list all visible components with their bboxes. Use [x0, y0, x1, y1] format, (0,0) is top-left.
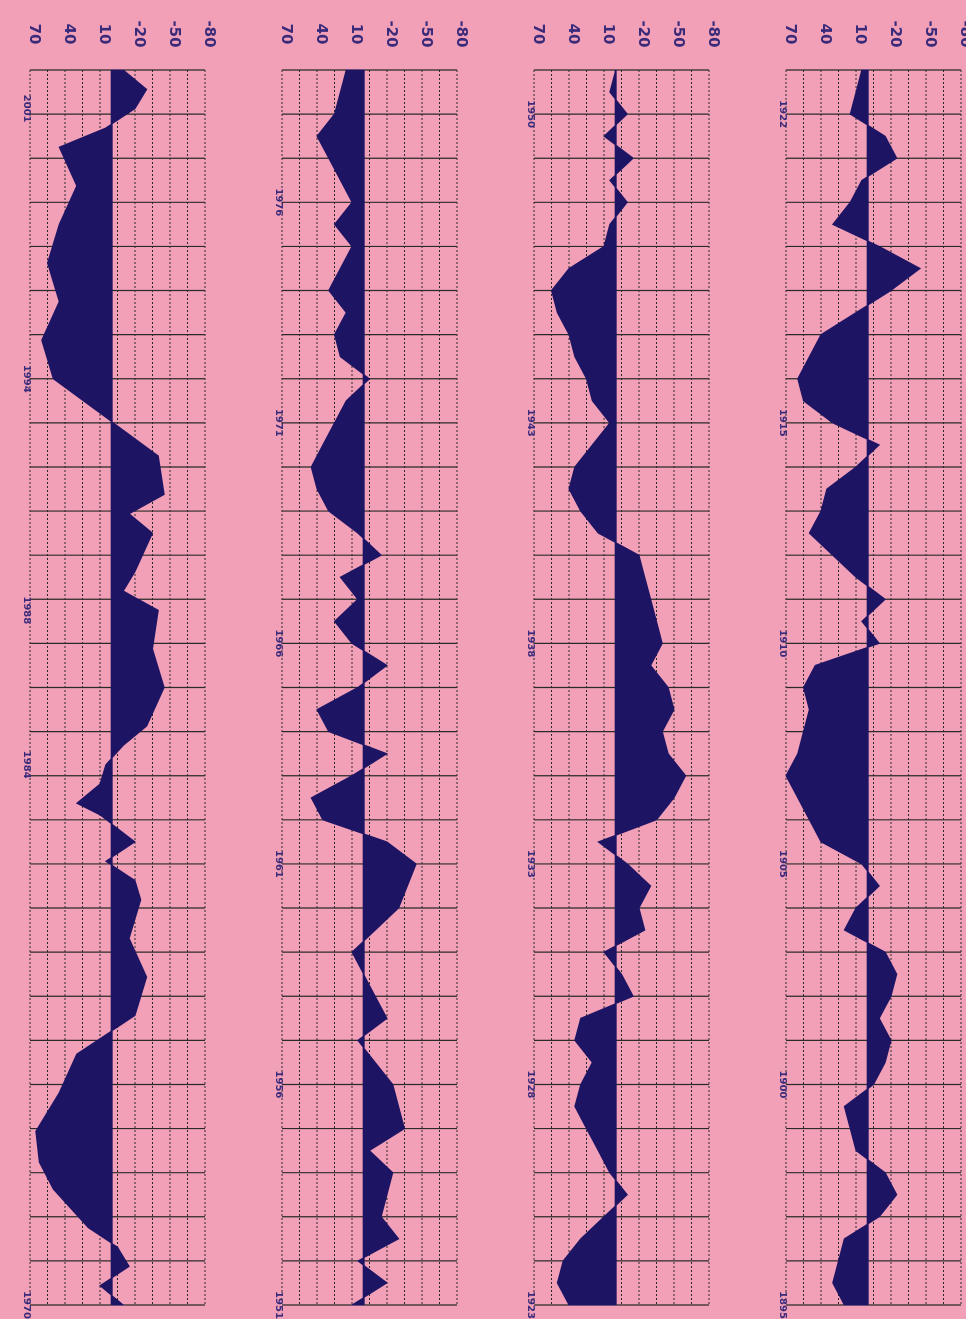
- series-area: [35, 69, 165, 1306]
- year-label: 1970: [21, 1291, 32, 1319]
- year-label: 1928: [525, 1071, 536, 1099]
- year-label: 1938: [525, 629, 536, 657]
- axis-tick-label: 10: [600, 24, 618, 45]
- year-label: 1961: [273, 850, 284, 878]
- axis-tick-label: 40: [565, 24, 583, 45]
- axis-tick-label: 10: [96, 24, 114, 45]
- axis-tick-label: -80: [705, 20, 723, 47]
- series-area: [550, 69, 687, 1306]
- chart-panels: 70 40 10 -20 -50 -80 1970 1984 1988 1994 2001 70 40 1…: [21, 20, 966, 1319]
- year-label: 1956: [273, 1071, 284, 1099]
- axis-tick-label: 40: [61, 24, 79, 45]
- axis-tick-label: -50: [418, 20, 436, 47]
- year-label: 1895: [777, 1291, 788, 1319]
- axis-tick-label: 10: [852, 24, 870, 45]
- year-label: 2001: [21, 95, 32, 123]
- axis-tick-label: -50: [922, 20, 940, 47]
- year-label: 1922: [777, 100, 788, 128]
- series-area: [785, 69, 922, 1306]
- year-label: 1915: [777, 409, 788, 437]
- year-label: 1994: [21, 365, 32, 393]
- axis-tick-label: 70: [278, 24, 296, 45]
- year-label: 1950: [525, 100, 536, 128]
- panel-2: 70 40 10 -20 -50 -80 1951 1956 1961 1966 1971 1976: [273, 20, 471, 1319]
- axis-tick-label: 40: [817, 24, 835, 45]
- panel-3: 70 40 10 -20 -50 -80 1923 1928 1933 1938 1943 1950: [525, 20, 723, 1319]
- year-label: 1923: [525, 1291, 536, 1319]
- axis-tick-label: -20: [887, 20, 905, 47]
- axis-tick-label: 70: [530, 24, 548, 45]
- axis-tick-label: -20: [383, 20, 401, 47]
- axis-tick-label: -50: [166, 20, 184, 47]
- axis-tick-label: 70: [782, 24, 800, 45]
- axis-tick-label: 40: [313, 24, 331, 45]
- year-label: 1900: [777, 1071, 788, 1099]
- axis-tick-label: -50: [670, 20, 688, 47]
- year-label: 1988: [21, 596, 32, 624]
- year-label: 1976: [273, 188, 284, 216]
- year-label: 1971: [273, 409, 284, 437]
- panel-1: 70 40 10 -20 -50 -80 1970 1984 1988 1994 2001: [21, 20, 219, 1319]
- axis-tick-label: 70: [26, 24, 44, 45]
- year-label: 1943: [525, 409, 536, 437]
- year-label: 1951: [273, 1291, 284, 1319]
- axis-tick-label: -20: [635, 20, 653, 47]
- panel-4: 70 40 10 -20 -50 -80 1895 1900 1905 1910 1915 1922: [777, 20, 966, 1319]
- axis-tick-label: -80: [201, 20, 219, 47]
- year-label: 1966: [273, 629, 284, 657]
- axis-tick-label: -20: [131, 20, 149, 47]
- axis-tick-label: -80: [957, 20, 966, 47]
- year-label: 1933: [525, 850, 536, 878]
- year-label: 1984: [21, 751, 32, 779]
- year-label: 1910: [777, 629, 788, 657]
- axis-tick-label: 10: [348, 24, 366, 45]
- axis-tick-label: -80: [453, 20, 471, 47]
- year-label: 1905: [777, 850, 788, 878]
